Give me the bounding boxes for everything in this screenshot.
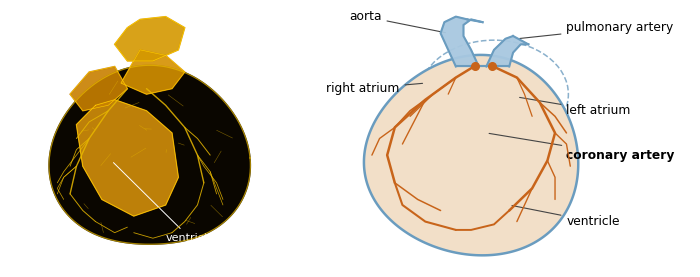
Polygon shape xyxy=(121,50,185,94)
Text: right atrium: right atrium xyxy=(326,82,423,95)
Text: ventricle: ventricle xyxy=(512,206,620,228)
Polygon shape xyxy=(364,55,578,255)
Text: coronary artery: coronary artery xyxy=(489,134,675,161)
Text: aorta: aorta xyxy=(349,10,445,33)
Text: pulmonary artery: pulmonary artery xyxy=(519,21,673,39)
Polygon shape xyxy=(115,17,185,61)
Text: ventricle: ventricle xyxy=(113,163,214,243)
Polygon shape xyxy=(76,100,178,216)
Polygon shape xyxy=(486,36,528,66)
Polygon shape xyxy=(440,17,482,66)
Polygon shape xyxy=(70,66,127,111)
Text: left atrium: left atrium xyxy=(519,98,631,117)
Polygon shape xyxy=(49,65,251,244)
